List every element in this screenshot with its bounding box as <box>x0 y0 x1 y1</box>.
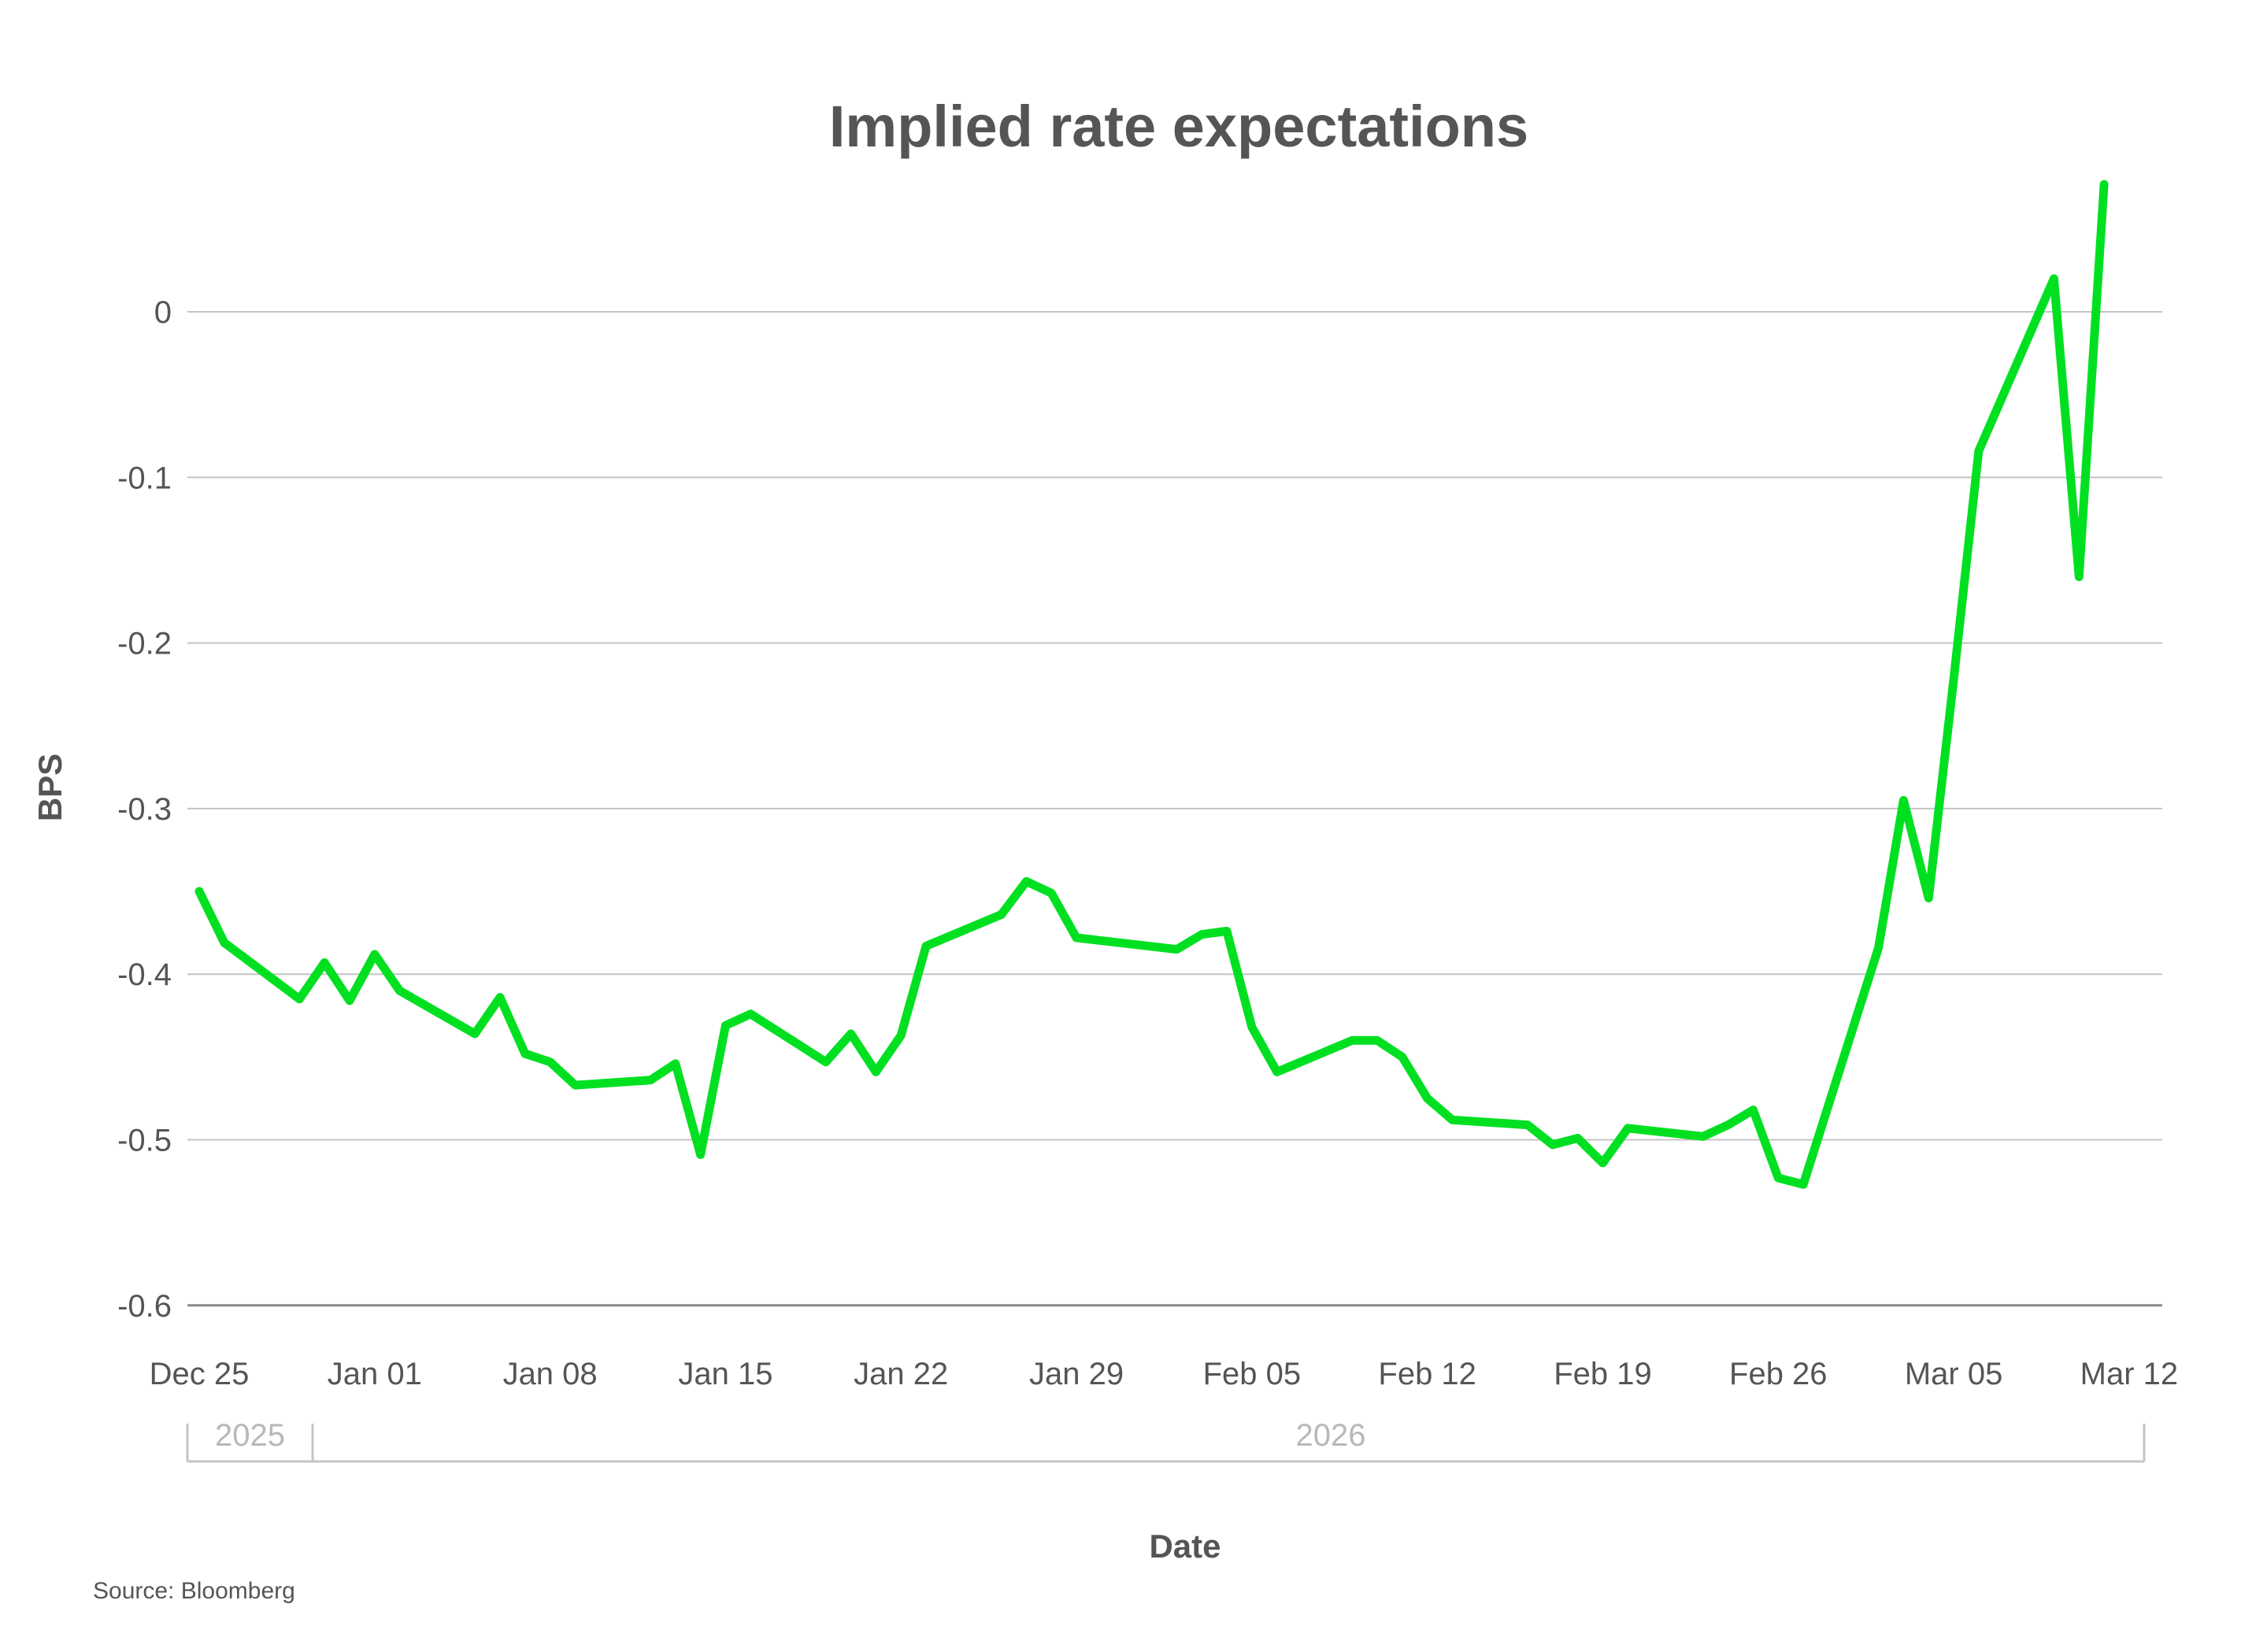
y-tick-label: -0.2 <box>117 627 172 661</box>
y-tick-label: -0.4 <box>117 957 172 992</box>
y-tick-label: 0 <box>154 295 172 330</box>
y-tick-label: -0.5 <box>117 1124 172 1158</box>
series-line <box>194 180 2109 1189</box>
x-tick-label: Jan 22 <box>854 1357 948 1391</box>
gridlines <box>187 311 2162 1307</box>
x-tick-label: Jan 08 <box>503 1357 598 1391</box>
x-tick-label: Jan 15 <box>678 1357 772 1391</box>
y-tick-label: -0.1 <box>117 461 172 495</box>
x-tick-label: Feb 12 <box>1378 1357 1476 1391</box>
x-tick-label: Mar 05 <box>1905 1357 2003 1391</box>
x-tick-label: Feb 05 <box>1203 1357 1302 1391</box>
x-axis-ticks: Dec 25 Jan 01 Jan 08 Jan 15 Jan 22 Jan 29 Feb … <box>150 1357 2179 1391</box>
x-axis-title: Date <box>1149 1528 1221 1565</box>
y-axis-ticks: 0 -0.1 -0.2 -0.3 -0.4 -0.5 -0.6 <box>117 295 172 1324</box>
y-tick-label: -0.3 <box>117 792 172 827</box>
x-tick-label: Jan 29 <box>1029 1357 1124 1391</box>
year-label: 2026 <box>1296 1418 1366 1453</box>
x-tick-label: Feb 19 <box>1554 1357 1652 1391</box>
year-label: 2025 <box>215 1418 285 1453</box>
x-tick-label: Mar 12 <box>2080 1357 2179 1391</box>
year-group-bracket: 2025 2026 <box>186 1418 2146 1463</box>
y-axis-title: BPS <box>31 754 69 821</box>
source-note: Source: Bloomberg <box>93 1578 295 1604</box>
x-tick-label: Feb 26 <box>1729 1357 1828 1391</box>
x-tick-label: Dec 25 <box>150 1357 250 1391</box>
y-tick-label: -0.6 <box>117 1289 172 1324</box>
x-tick-label: Jan 01 <box>328 1357 422 1391</box>
chart-title: Implied rate expectations <box>829 94 1528 159</box>
